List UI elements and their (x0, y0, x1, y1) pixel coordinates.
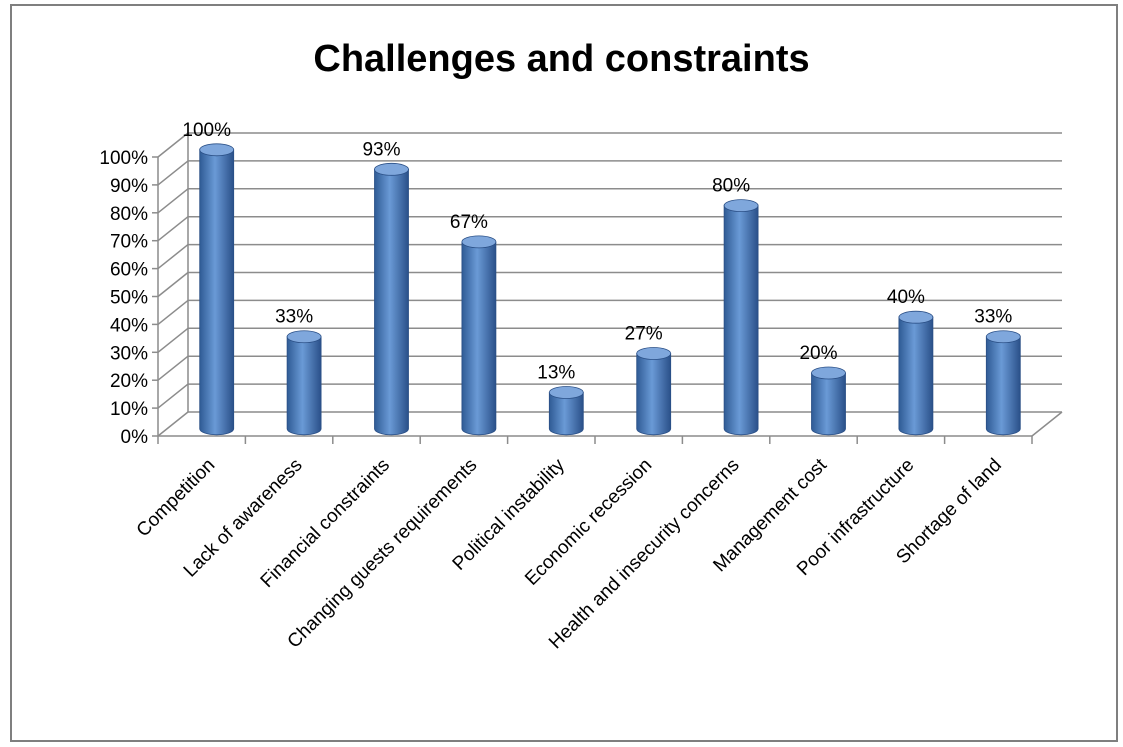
y-tick-label: 90% (110, 176, 148, 197)
y-tick-label: 100% (99, 148, 148, 169)
gridline-diagonal (157, 271, 189, 298)
x-category-label: Competition (133, 455, 220, 542)
gridline-diagonal (157, 188, 189, 214)
data-label: 33% (974, 307, 1012, 328)
bar-body (723, 205, 759, 436)
y-tick-label: 0% (121, 427, 149, 448)
gridline-diagonal (157, 411, 189, 437)
bar-body (286, 336, 322, 436)
bar (374, 162, 409, 436)
bar (199, 143, 235, 436)
y-tick-label: 80% (110, 204, 148, 225)
bar (811, 366, 846, 436)
bar-top (723, 199, 759, 213)
bar-top (461, 235, 497, 249)
y-tick-label: 10% (110, 399, 148, 420)
gridline-diagonal (157, 216, 189, 242)
data-label: 67% (450, 212, 488, 233)
bar (286, 330, 322, 436)
bar-body (898, 316, 934, 436)
bar-top (636, 347, 672, 360)
bar (461, 235, 497, 436)
x-category-label: Health and insecurity concerns (545, 455, 744, 654)
data-label: 13% (537, 363, 575, 384)
bar-body (461, 241, 497, 436)
data-label: 20% (799, 343, 837, 364)
data-label: 27% (625, 323, 663, 344)
y-tick-label: 20% (110, 371, 148, 392)
bar-top (548, 386, 584, 399)
bar-body (811, 372, 846, 436)
y-tick-label: 40% (110, 315, 148, 336)
gridline-diagonal (157, 383, 189, 409)
data-label: 33% (275, 307, 313, 328)
x-category-label: Changing guests requirements (284, 455, 482, 653)
bar-top (286, 330, 322, 344)
data-label: 100% (182, 120, 231, 141)
floor-right-edge (1031, 411, 1063, 437)
bar (723, 199, 759, 436)
bar-top (985, 330, 1021, 344)
bar (898, 310, 934, 436)
bar-top (811, 366, 846, 380)
bar (985, 330, 1021, 436)
bar-top (374, 162, 409, 176)
data-label: 93% (362, 139, 400, 160)
bar-body (985, 336, 1021, 436)
y-tick-label: 60% (110, 260, 148, 281)
bar-body (636, 353, 672, 436)
bar-body (199, 149, 235, 436)
data-label: 40% (887, 287, 925, 308)
chart-title: Challenges and constraints (313, 38, 810, 80)
bar-body (548, 392, 584, 436)
bar (636, 347, 672, 436)
data-label: 80% (712, 176, 750, 197)
gridline-diagonal (157, 299, 189, 325)
y-tick-label: 30% (110, 343, 148, 364)
gridline-diagonal (157, 244, 189, 270)
bar-body (374, 168, 409, 436)
bar-top (898, 310, 934, 324)
gridline-diagonal (157, 355, 189, 381)
chart-frame (10, 4, 1118, 742)
gridline-diagonal (157, 160, 189, 186)
bar (548, 386, 584, 436)
y-tick-label: 50% (110, 288, 148, 309)
gridline-diagonal (157, 132, 189, 158)
gridline-diagonal (157, 327, 189, 353)
y-tick-label: 70% (110, 232, 148, 253)
bar-top (199, 143, 235, 157)
